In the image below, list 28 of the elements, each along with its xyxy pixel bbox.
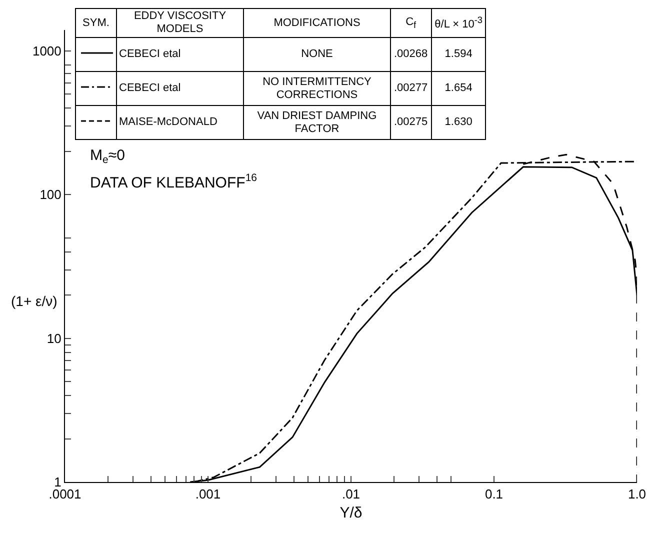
- annotation: VAN DRIEST DAMPING FACTOR: [244, 106, 390, 140]
- annotation: .00275: [390, 106, 432, 140]
- annotation: NONE: [244, 38, 390, 72]
- x-axis-title: Y/δ: [340, 504, 362, 522]
- y-axis-title: (1+ ε/ν): [11, 293, 58, 309]
- x-tick-label: .001: [195, 486, 221, 502]
- annotation: 1.594: [431, 38, 486, 72]
- annotation: .00277: [390, 72, 432, 106]
- annotation: NO INTERMITTENCY CORRECTIONS: [244, 72, 390, 106]
- y-tick-label: 100: [40, 187, 62, 202]
- legend-label: MAISE-McDONALD: [116, 106, 244, 140]
- y-tick-label: 10: [46, 330, 62, 346]
- y-tick-label: 1000: [32, 44, 62, 59]
- x-tick-label: 0.1: [484, 486, 504, 502]
- annotation: 1.630: [431, 106, 486, 140]
- annotation: DATA OF KLEBANOFF$^{16}$: [90, 172, 258, 192]
- text: C$_{f}$: [406, 16, 416, 30]
- annotation: .00268: [390, 38, 432, 72]
- annotation: 1.654: [431, 72, 486, 106]
- annotation: θ/L × 10$^{-3}$: [431, 8, 486, 38]
- annotation: M$_{e}$≈0: [90, 147, 125, 166]
- x-tick-label: .01: [342, 486, 360, 502]
- legend-label: CEBECI etal: [116, 72, 244, 106]
- text: MODIFICATIONS: [274, 16, 360, 29]
- text: SYM.: [82, 16, 110, 29]
- legend-label: CEBECI etal: [116, 38, 244, 72]
- x-tick-label: 1.0: [628, 486, 646, 502]
- annotation: EDDY VISCOSITY MODELS: [116, 8, 244, 38]
